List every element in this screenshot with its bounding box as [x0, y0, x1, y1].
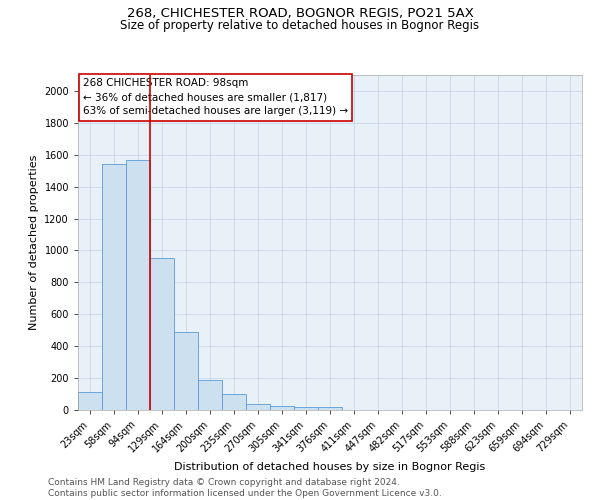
Bar [270, 406, 294, 410]
Y-axis label: Number of detached properties: Number of detached properties [29, 155, 39, 330]
Bar [294, 407, 318, 410]
Text: Contains HM Land Registry data © Crown copyright and database right 2024.
Contai: Contains HM Land Registry data © Crown c… [48, 478, 442, 498]
Bar [126, 160, 150, 410]
Bar [198, 380, 222, 410]
Text: Size of property relative to detached houses in Bognor Regis: Size of property relative to detached ho… [121, 18, 479, 32]
Text: 268 CHICHESTER ROAD: 98sqm
← 36% of detached houses are smaller (1,817)
63% of s: 268 CHICHESTER ROAD: 98sqm ← 36% of deta… [83, 78, 348, 116]
Bar [318, 407, 342, 410]
Text: 268, CHICHESTER ROAD, BOGNOR REGIS, PO21 5AX: 268, CHICHESTER ROAD, BOGNOR REGIS, PO21… [127, 8, 473, 20]
Bar [246, 404, 270, 410]
Bar [222, 394, 246, 410]
Bar [174, 332, 198, 410]
Bar [78, 392, 102, 410]
Bar [150, 258, 174, 410]
Bar [102, 164, 126, 410]
X-axis label: Distribution of detached houses by size in Bognor Regis: Distribution of detached houses by size … [175, 462, 485, 472]
